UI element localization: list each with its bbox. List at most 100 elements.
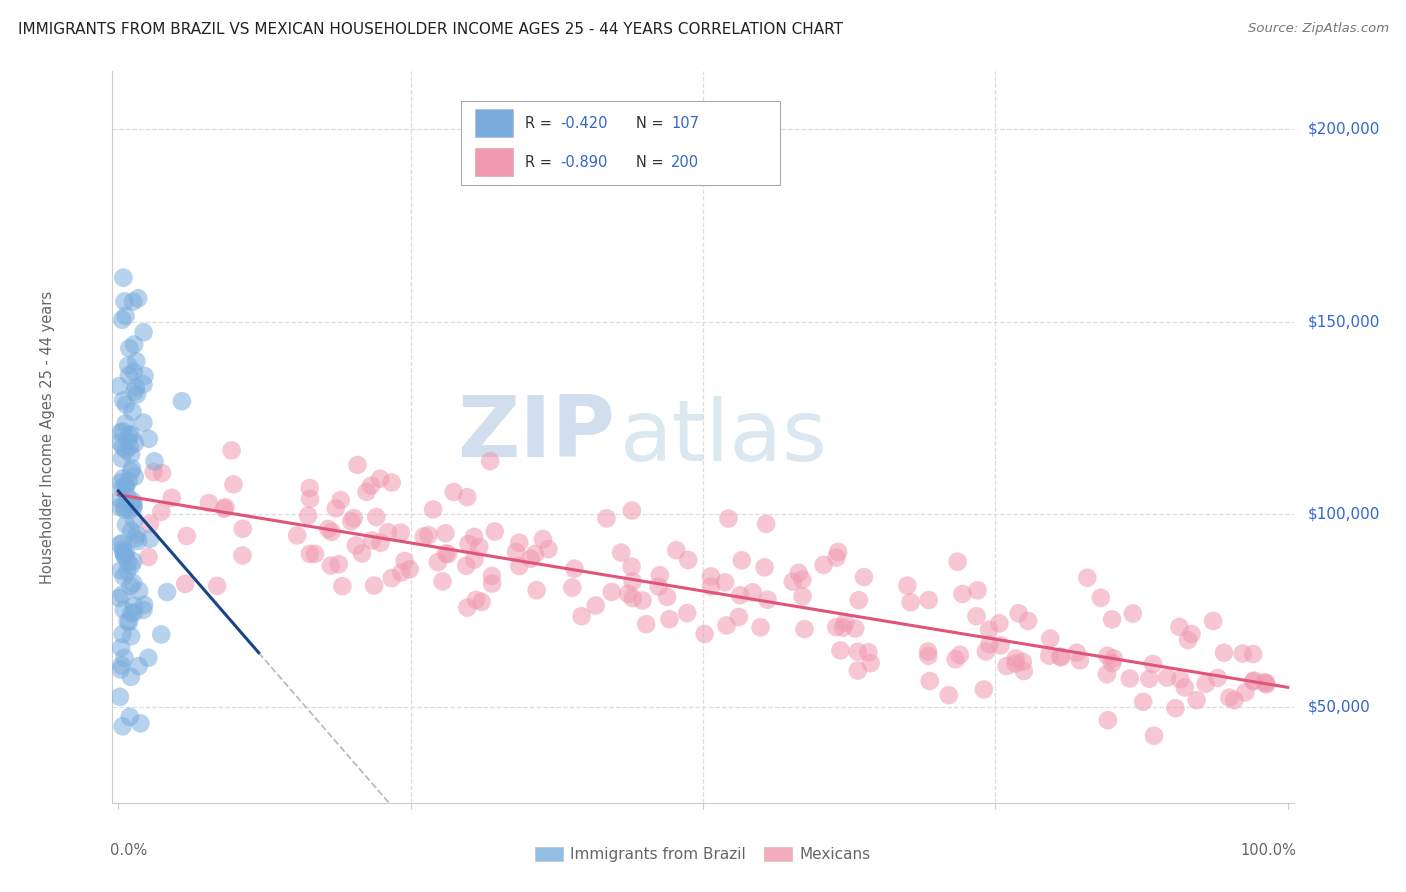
Mexicans xyxy=(389,525,412,540)
Immigrants from Brazil xyxy=(128,659,150,673)
Immigrants from Brazil xyxy=(124,436,146,450)
Immigrants from Brazil xyxy=(120,524,142,538)
Immigrants from Brazil xyxy=(122,599,145,613)
Immigrants from Brazil xyxy=(114,549,136,563)
Immigrants from Brazil xyxy=(122,365,145,379)
Text: 107: 107 xyxy=(671,116,699,131)
Mexicans xyxy=(537,542,560,557)
Immigrants from Brazil xyxy=(120,629,142,643)
Mexicans xyxy=(1180,627,1202,641)
Mexicans xyxy=(1097,648,1119,663)
Mexicans xyxy=(328,558,350,572)
Mexicans xyxy=(332,579,354,593)
Mexicans xyxy=(319,558,342,573)
Mexicans xyxy=(468,540,491,554)
Mexicans xyxy=(1132,695,1154,709)
Mexicans xyxy=(1243,673,1265,688)
Mexicans xyxy=(693,627,716,641)
Mexicans xyxy=(1066,646,1088,660)
Immigrants from Brazil xyxy=(108,591,131,605)
Mexicans xyxy=(844,622,866,636)
Mexicans xyxy=(1122,607,1144,621)
Immigrants from Brazil xyxy=(122,576,145,591)
Immigrants from Brazil xyxy=(108,379,131,393)
Mexicans xyxy=(368,472,391,486)
Immigrants from Brazil xyxy=(122,554,145,568)
Mexicans xyxy=(350,547,373,561)
Immigrants from Brazil xyxy=(121,461,143,475)
Mexicans xyxy=(749,620,772,634)
Mexicans xyxy=(232,522,254,536)
Immigrants from Brazil xyxy=(132,416,155,430)
Immigrants from Brazil xyxy=(108,690,131,704)
Mexicans xyxy=(728,588,751,602)
Mexicans xyxy=(832,621,855,635)
Mexicans xyxy=(717,511,740,525)
Immigrants from Brazil xyxy=(114,500,136,514)
Mexicans xyxy=(412,530,434,544)
Immigrants from Brazil xyxy=(112,545,135,559)
Immigrants from Brazil xyxy=(117,490,139,504)
Mexicans xyxy=(434,526,457,541)
Immigrants from Brazil xyxy=(120,606,142,620)
Mexicans xyxy=(564,562,586,576)
Mexicans xyxy=(1102,651,1125,665)
Mexicans xyxy=(205,579,228,593)
Immigrants from Brazil xyxy=(114,650,136,665)
Immigrants from Brazil xyxy=(111,312,134,326)
Text: $150,000: $150,000 xyxy=(1308,314,1381,329)
Mexicans xyxy=(212,501,235,516)
Mexicans xyxy=(422,502,444,516)
Immigrants from Brazil xyxy=(139,532,162,546)
Mexicans xyxy=(1168,672,1191,686)
Mexicans xyxy=(1007,607,1029,621)
Immigrants from Brazil xyxy=(112,549,135,563)
Mexicans xyxy=(361,533,384,548)
Immigrants from Brazil xyxy=(111,481,134,495)
Mexicans xyxy=(174,577,197,591)
Mexicans xyxy=(443,485,465,500)
Immigrants from Brazil xyxy=(132,603,155,617)
Immigrants from Brazil xyxy=(114,496,136,510)
Immigrants from Brazil xyxy=(112,569,135,583)
Immigrants from Brazil xyxy=(111,587,134,601)
Immigrants from Brazil xyxy=(122,337,145,351)
Mexicans xyxy=(620,503,643,517)
Mexicans xyxy=(456,600,478,615)
Mexicans xyxy=(1256,677,1278,691)
Mexicans xyxy=(1218,690,1240,705)
Immigrants from Brazil xyxy=(124,384,146,399)
Mexicans xyxy=(979,623,1001,637)
Mexicans xyxy=(1206,671,1229,685)
Immigrants from Brazil xyxy=(118,615,141,629)
Text: atlas: atlas xyxy=(620,395,828,479)
Immigrants from Brazil xyxy=(128,584,150,599)
Legend: Immigrants from Brazil, Mexicans: Immigrants from Brazil, Mexicans xyxy=(529,840,877,868)
Text: $200,000: $200,000 xyxy=(1308,121,1381,136)
Mexicans xyxy=(1076,571,1098,585)
Immigrants from Brazil xyxy=(122,494,145,508)
Immigrants from Brazil xyxy=(112,471,135,485)
Mexicans xyxy=(727,610,749,624)
Mexicans xyxy=(524,547,547,561)
Mexicans xyxy=(647,580,669,594)
Text: N =: N = xyxy=(636,116,668,131)
Mexicans xyxy=(949,648,972,662)
Mexicans xyxy=(846,645,869,659)
Mexicans xyxy=(917,644,939,658)
Immigrants from Brazil xyxy=(108,435,131,450)
Immigrants from Brazil xyxy=(170,394,193,409)
Mexicans xyxy=(456,558,478,573)
Mexicans xyxy=(1004,651,1026,665)
Immigrants from Brazil xyxy=(111,658,134,673)
Mexicans xyxy=(377,525,399,540)
Immigrants from Brazil xyxy=(114,309,136,323)
Mexicans xyxy=(1256,676,1278,690)
Mexicans xyxy=(1038,648,1060,663)
Immigrants from Brazil xyxy=(114,294,136,309)
Mexicans xyxy=(1119,672,1142,686)
Mexicans xyxy=(787,566,810,580)
Mexicans xyxy=(1049,649,1071,664)
Mexicans xyxy=(457,537,479,551)
Immigrants from Brazil xyxy=(150,627,173,641)
